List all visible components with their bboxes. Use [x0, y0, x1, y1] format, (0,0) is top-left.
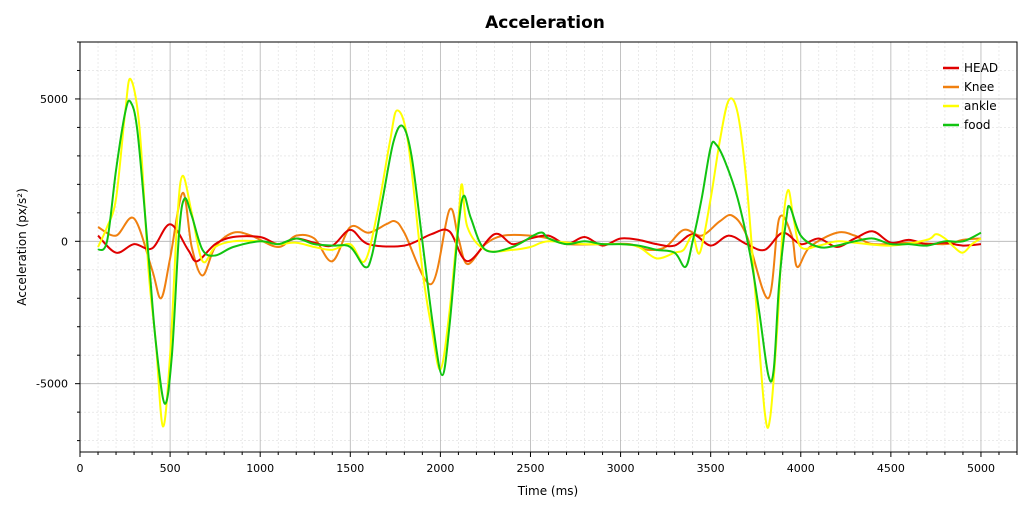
y-tick-label: 5000 — [40, 93, 68, 106]
legend-label-head: HEAD — [964, 61, 998, 75]
series-line-ankle — [97, 77, 982, 429]
axes: 0 500 1000 1500 2000 2500 3000 3500 4000 4500 5000… — [36, 41, 1018, 475]
x-tick-label: 4000 — [787, 462, 815, 475]
x-tick-label: 500 — [160, 462, 181, 475]
x-tick-label: 3000 — [607, 462, 635, 475]
x-tick-label: 4500 — [877, 462, 905, 475]
legend-label-knee: Knee — [964, 80, 994, 94]
chart-title: Acceleration — [485, 13, 605, 33]
series-layer — [97, 77, 982, 429]
legend-label-ankle: ankle — [964, 99, 997, 113]
y-axis-title: Acceleration (px/s²) — [15, 188, 29, 306]
x-tick-label: 1000 — [246, 462, 274, 475]
y-tick-label: 0 — [61, 235, 68, 248]
series-line-head — [97, 223, 982, 263]
x-tick-label: 1500 — [336, 462, 364, 475]
grid — [80, 41, 1018, 452]
x-tick-label: 3500 — [697, 462, 725, 475]
x-tick-label: 2000 — [426, 462, 454, 475]
x-tick-label: 2500 — [516, 462, 544, 475]
legend-label-food: food — [964, 118, 991, 132]
series-line-knee — [97, 191, 982, 300]
y-tick-label: -5000 — [36, 378, 68, 391]
x-tick-label: 0 — [77, 462, 84, 475]
legend: HEAD Knee ankle food — [943, 61, 998, 132]
x-axis-title: Time (ms) — [517, 484, 579, 498]
series-line-food — [97, 99, 982, 405]
x-tick-label: 5000 — [967, 462, 995, 475]
